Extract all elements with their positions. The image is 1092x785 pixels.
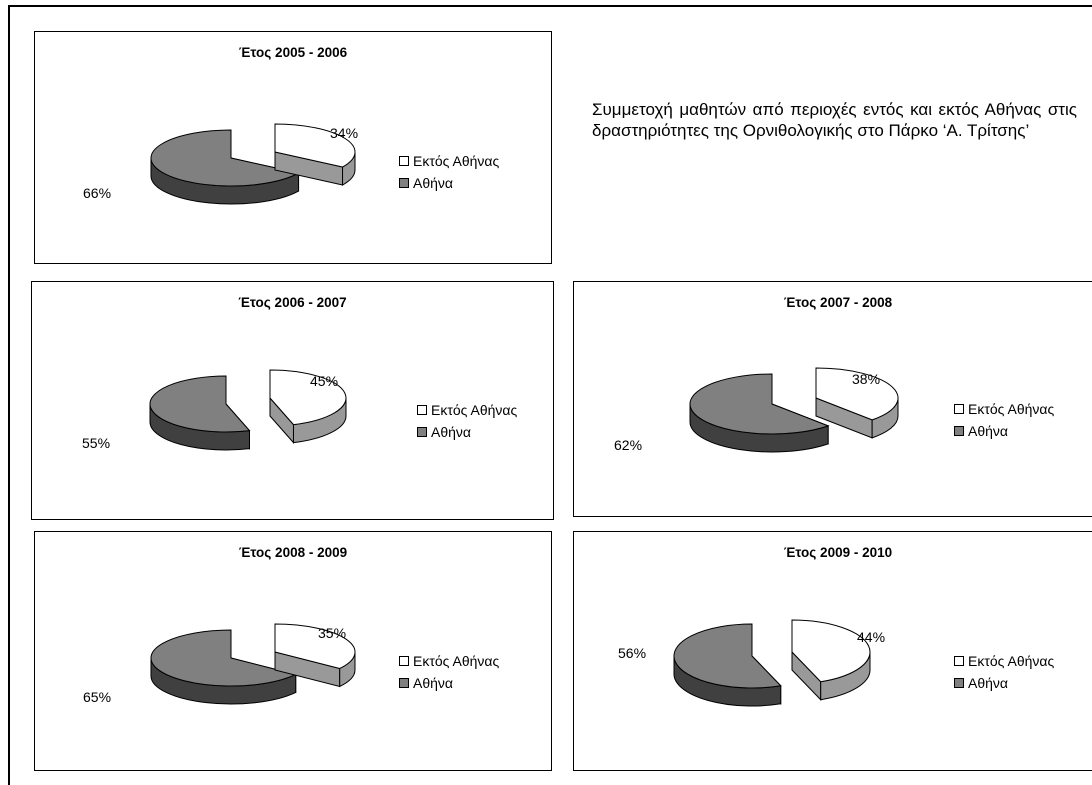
pie-svg: 38% 62% [614, 367, 899, 453]
data-label-athens: 55% [82, 435, 110, 451]
legend-label-athens: Αθήνα [968, 675, 1009, 691]
data-label-outside: 34% [330, 125, 358, 141]
pie-chart-2008-2009: Έτος 2008 - 2009 35% 65% Εκτός Αθήνας Αθή… [34, 531, 552, 771]
data-label-outside: 35% [318, 625, 346, 641]
legend-label-athens: Αθήνα [413, 675, 454, 691]
legend-label-outside: Εκτός Αθήνας [968, 401, 1055, 417]
pie-chart-2007-2008: Έτος 2007 - 2008 38% 62% Εκτός Αθήνας Αθή… [573, 281, 1092, 517]
data-label-athens: 65% [83, 689, 111, 705]
legend-swatch-athens [954, 678, 964, 688]
legend-label-outside: Εκτός Αθήνας [968, 653, 1055, 669]
data-label-outside: 45% [310, 373, 338, 389]
chart-legend: Εκτός Αθήνας Αθήνα [954, 650, 1054, 694]
legend-swatch-outside [399, 656, 409, 666]
slice-athens-top [689, 373, 830, 435]
pie-chart-2005-2006: Έτος 2005 - 2006 34% 66% Εκτός Αθήνας Αθή… [34, 31, 552, 264]
page-frame [8, 5, 1092, 785]
legend-swatch-athens [399, 178, 409, 188]
legend-entry-athens: Αθήνα [399, 672, 499, 694]
pie-svg: 45% 55% [82, 369, 347, 451]
pie-chart-2009-2010: Έτος 2009 - 2010 44% 56% Εκτός Αθήνας Αθή… [573, 531, 1092, 771]
slice-outside [269, 369, 347, 444]
slice-outside-top [269, 369, 347, 426]
legend-swatch-outside [954, 404, 964, 414]
data-label-outside: 44% [857, 629, 885, 645]
data-label-outside: 38% [852, 371, 880, 387]
chart-legend: Εκτός Αθήνας Αθήνα [399, 650, 499, 694]
slice-outside-top [274, 123, 356, 168]
legend-entry-outside: Εκτός Αθήνας [399, 650, 499, 672]
data-label-athens: 66% [83, 185, 111, 201]
slice-outside-top [791, 619, 871, 683]
slice-outside [274, 123, 356, 186]
slice-athens-top [673, 623, 782, 689]
legend-entry-outside: Εκτός Αθήνας [954, 650, 1054, 672]
slice-athens-top [150, 629, 298, 687]
pie-svg: 35% 65% [83, 623, 356, 705]
slice-athens-top [150, 129, 300, 187]
chart-title: Έτος 2009 - 2010 [783, 545, 893, 560]
slice-athens [150, 129, 300, 205]
legend-entry-outside: Εκτός Αθήνας [954, 398, 1054, 420]
chart-legend: Εκτός Αθήνας Αθήνα [399, 150, 499, 194]
legend-label-outside: Εκτός Αθήνας [413, 653, 500, 669]
slice-athens [149, 375, 251, 451]
legend-entry-athens: Αθήνα [954, 672, 1054, 694]
slice-outside [274, 623, 356, 688]
legend-label-athens: Αθήνα [431, 424, 472, 440]
legend-label-athens: Αθήνα [413, 175, 454, 191]
legend-swatch-athens [417, 427, 427, 437]
slice-athens-top [149, 375, 251, 433]
legend-swatch-outside [399, 156, 409, 166]
figure-caption: Συμμετοχή μαθητών από περιοχές εντός και… [592, 100, 1077, 140]
legend-swatch-outside [417, 405, 427, 415]
legend-swatch-outside [954, 656, 964, 666]
pie-svg: 34% 66% [83, 123, 358, 205]
chart-title: Έτος 2008 - 2009 [238, 545, 348, 560]
pie-chart-2006-2007: Έτος 2006 - 2007 45% 55% Εκτός Αθήνας Αθή… [31, 281, 554, 520]
legend-entry-athens: Αθήνα [954, 420, 1054, 442]
slice-athens [689, 373, 830, 453]
legend-label-athens: Αθήνα [968, 423, 1009, 439]
legend-swatch-athens [954, 426, 964, 436]
chart-title: Έτος 2007 - 2008 [783, 295, 893, 310]
legend-swatch-athens [399, 678, 409, 688]
slice-outside [815, 367, 899, 439]
legend-entry-outside: Εκτός Αθήνας [399, 150, 499, 172]
data-label-athens: 56% [618, 645, 646, 661]
chart-legend: Εκτός Αθήνας Αθήνα [954, 398, 1054, 442]
chart-title: Έτος 2005 - 2006 [238, 45, 348, 60]
legend-entry-athens: Αθήνα [417, 421, 517, 443]
chart-title: Έτος 2006 - 2007 [238, 295, 347, 310]
chart-legend: Εκτός Αθήνας Αθήνα [417, 399, 517, 443]
slice-outside [791, 619, 871, 701]
data-label-athens: 62% [614, 437, 642, 453]
pie-svg: 44% 56% [618, 619, 885, 707]
slice-outside-top [274, 623, 356, 669]
legend-label-outside: Εκτός Αθήνας [413, 153, 500, 169]
legend-entry-outside: Εκτός Αθήνας [417, 399, 517, 421]
slice-athens [673, 623, 782, 707]
legend-label-outside: Εκτός Αθήνας [431, 402, 518, 418]
slice-athens [150, 629, 298, 705]
slice-outside-top [815, 367, 899, 421]
legend-entry-athens: Αθήνα [399, 172, 499, 194]
